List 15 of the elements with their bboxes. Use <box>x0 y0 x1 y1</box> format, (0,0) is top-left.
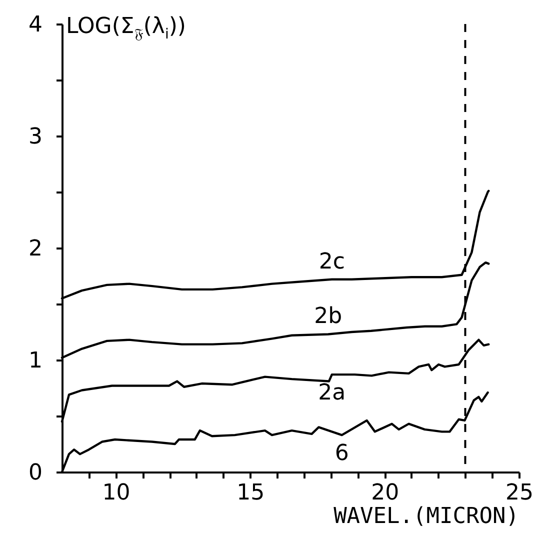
x-tick-label: 25 <box>506 480 534 506</box>
y-tick-label: 3 <box>28 124 42 150</box>
x-axis-title: WAVEL.(MICRON) <box>334 504 519 529</box>
y-tick-label: 4 <box>28 12 42 38</box>
series-label: 2a <box>318 380 346 406</box>
series-label: 2b <box>314 304 342 330</box>
y-tick-label: 2 <box>28 236 42 262</box>
y-tick-label: 1 <box>28 348 42 374</box>
y-axis-title: LOG(Σ$_{𝔉}$(λ$_{i}$)) <box>66 14 186 42</box>
x-tick-label: 15 <box>236 480 265 506</box>
series-label: 6 <box>334 441 349 466</box>
series-label: 2c <box>318 249 345 274</box>
x-tick-label: 10 <box>102 480 130 506</box>
x-tick-label: 20 <box>371 480 400 506</box>
y-tick-label: 0 <box>28 460 42 486</box>
